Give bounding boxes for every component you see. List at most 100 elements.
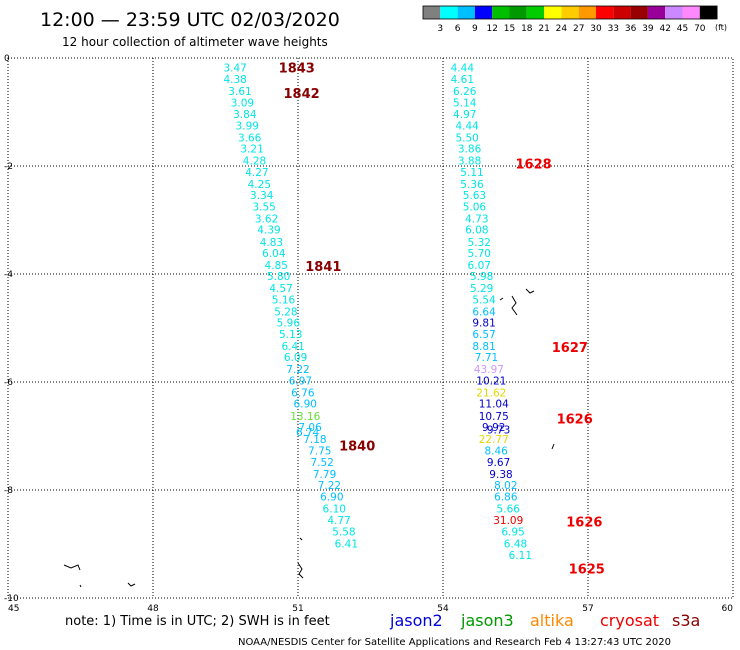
wave-height-label: 9.73: [487, 425, 510, 437]
pass-time-label: 1840: [339, 440, 375, 455]
wave-height-label: 4.73: [465, 213, 488, 225]
colorbar-tick-label: 21: [538, 24, 549, 34]
wave-height-label: 5.63: [463, 190, 486, 202]
wave-height-label: 6.95: [501, 527, 524, 539]
colorbar-tick-label: 45: [677, 24, 688, 34]
wave-height-label: 6.97: [289, 375, 312, 387]
satellite-legend-item: altika: [530, 611, 574, 630]
wave-height-label: 6.08: [465, 225, 488, 237]
wave-height-label: 4.25: [248, 179, 271, 191]
y-tick-label: -6: [4, 378, 13, 388]
wave-height-label: 5.32: [468, 237, 491, 249]
wave-height-label: 6.10: [323, 503, 346, 515]
satellite-legend-item: s3a: [672, 611, 700, 630]
wave-height-label: 7.79: [313, 469, 336, 481]
colorbar-swatch: [561, 6, 579, 19]
colorbar-swatch: [578, 6, 596, 19]
colorbar-tick-label: 30: [590, 24, 602, 34]
colorbar-swatch: [526, 6, 545, 19]
colorbar-swatch: [665, 6, 683, 19]
wave-height-label: 10.75: [479, 411, 509, 423]
wave-height-label: 7.22: [286, 364, 309, 376]
colorbar-swatch: [440, 6, 458, 19]
wave-height-label: 6.64: [472, 306, 496, 318]
footer-credit: NOAA/NESDIS Center for Satellite Applica…: [238, 637, 671, 648]
wave-height-label: 4.77: [327, 515, 350, 527]
wave-height-label: 21.62: [476, 387, 506, 399]
wave-height-label: 4.44: [455, 121, 479, 133]
colorbar-tick-label: 42: [659, 24, 670, 34]
wave-height-label: 5.50: [455, 132, 478, 144]
wave-height-label: 4.85: [265, 260, 288, 272]
wave-height-label: 13.16: [290, 411, 320, 423]
colorbar-swatch: [423, 6, 441, 19]
wave-height-label: 5.11: [460, 167, 483, 179]
colorbar-swatch: [492, 6, 510, 19]
wave-height-label: 22.77: [479, 434, 509, 446]
wave-height-label: 6.04: [262, 248, 286, 260]
wave-height-label: 3.34: [250, 190, 274, 202]
plot-area: 45 48 51 54 57 60 0 -2 -4 -6 -8 -10 3.474.383.613.09…: [4, 54, 734, 614]
y-tick-label: 0: [4, 54, 10, 64]
wave-height-label: 4.44: [451, 63, 475, 75]
wave-height-label: 5.16: [272, 294, 296, 306]
wave-height-label: 6.76: [291, 387, 315, 399]
wave-height-label: 5.13: [279, 329, 302, 341]
wave-height-label: 3.86: [458, 144, 482, 156]
wave-height-label: 3.55: [252, 202, 275, 214]
wave-height-label: 3.47: [223, 63, 246, 75]
wave-height-label: 3.66: [238, 132, 262, 144]
colorbar-tick-label: 18: [521, 24, 533, 34]
colorbar-swatch: [682, 6, 700, 19]
colorbar-swatch: [647, 6, 666, 19]
wave-height-label: 5.80: [267, 271, 290, 283]
colorbar-swatch: [474, 6, 493, 19]
wave-height-label: 31.09: [493, 515, 523, 527]
colorbar-swatch: [509, 6, 527, 19]
wave-height-label: 7.22: [318, 480, 341, 492]
colorbar-tick-label: 3: [437, 24, 443, 34]
satellite-legend: jason2 jason3 altika cryosat s3a: [389, 611, 700, 630]
wave-height-label: 5.70: [468, 248, 491, 260]
wave-height-label: 5.54: [472, 294, 496, 306]
wave-height-label: 5.66: [497, 503, 521, 515]
colorbar-tick-label: 9: [472, 24, 478, 34]
wave-height-label: 5.06: [463, 202, 487, 214]
wave-height-label: 3.84: [233, 109, 257, 121]
wave-height-label: 9.38: [489, 469, 512, 481]
wave-height-label: 6.41: [335, 538, 358, 550]
wave-height-label: 3.61: [228, 86, 251, 98]
wave-height-label: 5.98: [470, 271, 493, 283]
wave-height-label: 5.14: [453, 97, 477, 109]
pass-time-label: 1626: [566, 515, 602, 530]
wave-height-label: 6.57: [472, 329, 495, 341]
wave-height-label: 3.09: [231, 97, 254, 109]
wave-height-label: 7.71: [475, 352, 498, 364]
wave-height-label: 9.81: [472, 318, 495, 330]
wave-height-label: 10.21: [476, 375, 506, 387]
wave-height-label: 5.36: [460, 179, 484, 191]
wave-height-label: 6.86: [494, 491, 518, 503]
coastline-marks: [63, 288, 555, 588]
wave-height-label: 6.09: [284, 352, 307, 364]
wave-height-label: 6.26: [453, 86, 477, 98]
satellite-legend-item: cryosat: [600, 611, 659, 630]
wave-height-label: 4.39: [257, 225, 280, 237]
colorbar-swatch: [613, 6, 631, 19]
wave-height-label: 5.58: [332, 527, 355, 539]
x-tick-label: 60: [722, 604, 734, 614]
colorbar-tick-label: 33: [608, 24, 619, 34]
colorbar-unit: (ft): [715, 23, 727, 32]
wave-height-label: 3.88: [458, 156, 481, 168]
colorbar-tick-label: 39: [642, 24, 654, 34]
colorbar-tick-label: 24: [556, 24, 568, 34]
x-tick-label: 45: [8, 604, 19, 614]
wave-height-label: 7.18: [303, 434, 326, 446]
pass-time-label: 1841: [305, 260, 341, 275]
wave-height-label: 3.21: [240, 144, 263, 156]
colorbar-tick-label: 12: [486, 24, 497, 34]
wave-height-label: 4.38: [223, 74, 246, 86]
wave-height-label: 11.04: [479, 399, 509, 411]
colorbar-tick-label: 36: [625, 24, 637, 34]
wave-height-label: 4.61: [451, 74, 474, 86]
